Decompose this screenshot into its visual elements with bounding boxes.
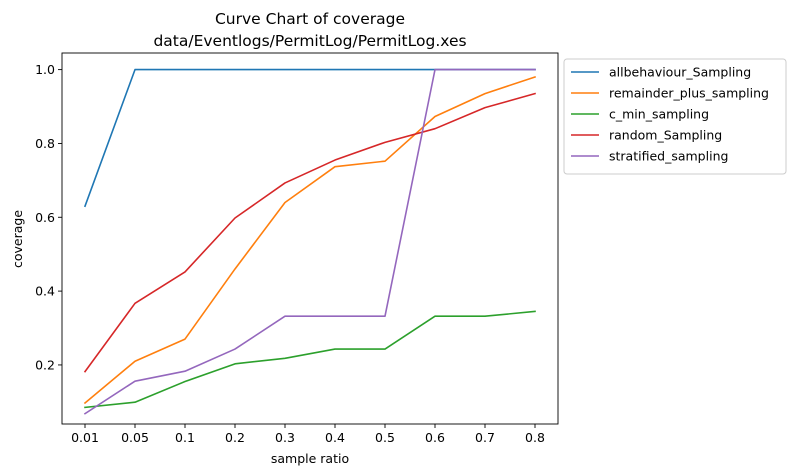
x-tick-label: 0.6 [425, 430, 445, 445]
x-tick-label: 0.4 [325, 430, 345, 445]
legend-label-allbehaviour_Sampling: allbehaviour_Sampling [609, 65, 751, 80]
x-tick-label: 0.7 [475, 430, 495, 445]
series-line-allbehaviour_Sampling [83, 68, 536, 208]
x-tick-label: 0.5 [375, 430, 395, 445]
legend-label-stratified_sampling: stratified_sampling [609, 149, 728, 164]
series-line-remainder_plus_sampling [83, 75, 537, 405]
x-tick-label: 0.05 [121, 430, 149, 445]
legend-label-random_Sampling: random_Sampling [609, 128, 722, 143]
legend-label-c_min_sampling: c_min_sampling [609, 107, 709, 122]
legend-label-remainder_plus_sampling: remainder_plus_sampling [609, 86, 769, 101]
chart-subtitle: data/Eventlogs/PermitLog/PermitLog.xes [153, 32, 466, 50]
plot-frame [61, 52, 559, 425]
plot-area: 0.01 0.05 0.1 0.2 0.3 0.4 0.5 0.6 0.7 0.8 0.2 0.4 0.… [35, 52, 559, 445]
y-tick-label: 0.2 [35, 357, 55, 372]
y-tick-label: 0.8 [35, 136, 55, 151]
series-line-random_Sampling [83, 92, 536, 373]
y-tick-label: 0.6 [35, 210, 55, 225]
y-tick-label: 0.4 [35, 284, 55, 299]
series-line-c_min_sampling [84, 310, 536, 409]
series-line-stratified_sampling [83, 68, 536, 415]
x-tick-label: 0.3 [275, 430, 295, 445]
legend-box [563, 58, 787, 175]
x-axis-label: sample ratio [271, 451, 349, 466]
y-tick-label: 1.0 [35, 62, 55, 77]
legend: allbehaviour_Sampling remainder_plus_samp… [563, 58, 787, 175]
x-tick-label: 0.1 [175, 430, 195, 445]
y-axis-label: coverage [10, 210, 25, 268]
x-tick-label: 0.8 [525, 430, 545, 445]
chart-title: Curve Chart of coverage [215, 10, 405, 28]
x-tick-label: 0.01 [71, 430, 99, 445]
x-tick-label: 0.2 [225, 430, 245, 445]
